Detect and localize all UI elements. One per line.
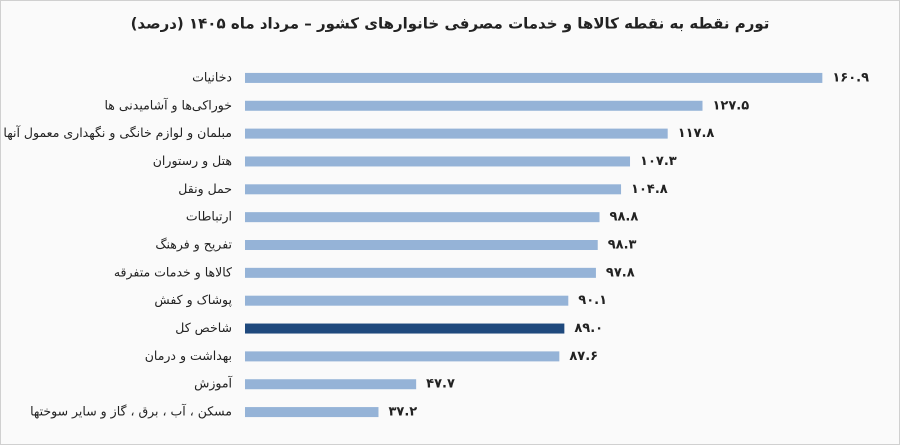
bar: [245, 100, 703, 111]
value-label: ۴۷.۷: [426, 377, 455, 392]
bar: [245, 407, 379, 418]
bar: [245, 240, 598, 250]
category-label: آموزش: [194, 376, 232, 392]
chart-title: تورم نقطه به نقطه کالاها و خدمات مصرفی خ…: [131, 15, 770, 33]
value-label: ۹۰.۱: [578, 293, 607, 308]
category-label: کالاها و خدمات متفرقه: [114, 264, 232, 280]
bar: [245, 267, 596, 278]
value-label: ۹۸.۳: [608, 238, 637, 253]
value-label: ۹۷.۸: [606, 265, 635, 280]
category-label: هتل و رستوران: [153, 153, 232, 169]
bar: [245, 295, 569, 306]
bar: [245, 379, 417, 390]
bar: [245, 323, 565, 334]
category-label: ارتباطات: [186, 209, 232, 225]
category-label: حمل ونقل: [178, 181, 232, 197]
category-label: مسکن ، آب ، برق ، گاز و سایر سوختها: [30, 404, 232, 420]
category-label: تفریح و فرهنگ: [155, 237, 232, 253]
category-label: شاخص کل: [175, 320, 232, 336]
value-label: ۱۰۷.۳: [640, 154, 677, 169]
value-label: ۸۷.۶: [569, 349, 598, 364]
category-label: پوشاک و کفش: [154, 292, 232, 308]
category-label: دخانیات: [192, 69, 232, 84]
value-label: ۱۲۷.۵: [713, 98, 750, 113]
category-label: بهداشت و درمان: [145, 348, 232, 364]
bar: [245, 72, 823, 83]
value-label: ۳۷.۲: [388, 405, 417, 420]
bar: [245, 212, 600, 223]
bar: [245, 128, 668, 139]
value-label: ۸۹.۰: [574, 321, 603, 336]
bar: [245, 156, 631, 167]
category-label: خوراکی‌ها و آشامیدنی ها: [104, 97, 232, 113]
category-label: مبلمان و لوازم خانگی و نگهداری معمول آنه…: [3, 125, 232, 141]
bar: [245, 351, 560, 362]
value-label: ۱۰۴.۸: [631, 182, 668, 197]
bar: [245, 184, 622, 195]
value-label: ۹۸.۸: [610, 210, 639, 225]
value-label: ۱۱۷.۸: [678, 126, 715, 141]
value-label: ۱۶۰.۹: [832, 70, 869, 85]
